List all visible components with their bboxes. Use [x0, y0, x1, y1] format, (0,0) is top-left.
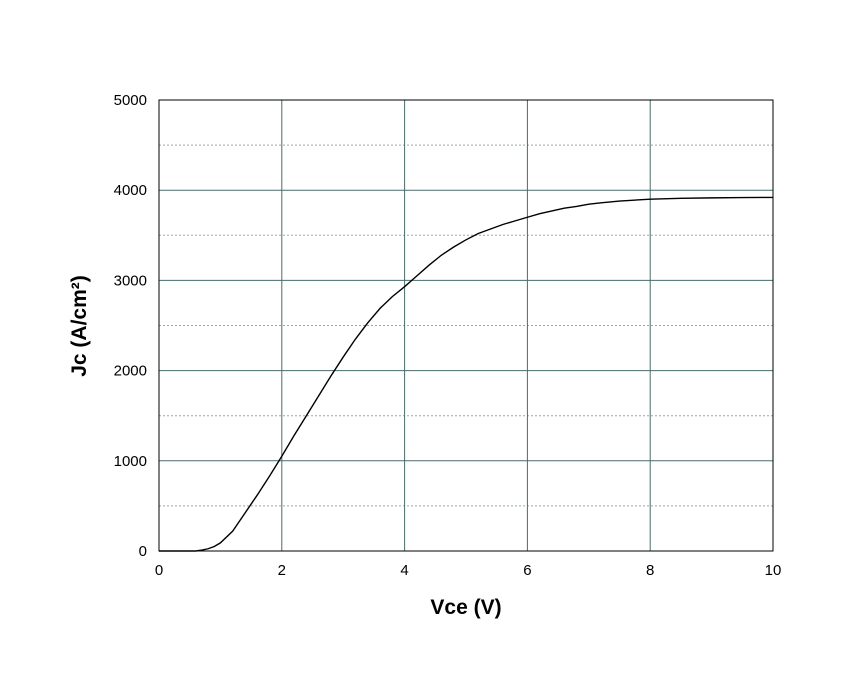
x-tick-label: 4 — [400, 562, 408, 579]
major-gridlines — [159, 100, 773, 551]
y-tick-label: 0 — [139, 543, 147, 560]
y-tick-label: 2000 — [114, 363, 147, 380]
x-tick-label: 2 — [278, 562, 286, 579]
x-tick-label: 6 — [523, 562, 531, 579]
y-tick-label: 5000 — [114, 92, 147, 109]
y-tick-label: 4000 — [114, 182, 147, 199]
series-line — [159, 196, 774, 552]
x-axis-ticks: 0 2 4 6 8 10 — [155, 562, 782, 579]
x-tick-label: 8 — [646, 562, 654, 579]
x-axis-title: Vce (V) — [430, 596, 501, 619]
x-tick-label: 0 — [155, 562, 163, 579]
plot-frame — [158, 99, 774, 552]
y-axis-ticks: 0 1000 2000 3000 4000 5000 — [114, 92, 147, 560]
y-axis-title: Jc (A/cm²) — [68, 275, 91, 377]
plot-background — [159, 100, 773, 551]
y-tick-label: 1000 — [114, 453, 147, 470]
x-tick-label: 10 — [765, 562, 782, 579]
y-tick-label: 3000 — [114, 272, 147, 289]
